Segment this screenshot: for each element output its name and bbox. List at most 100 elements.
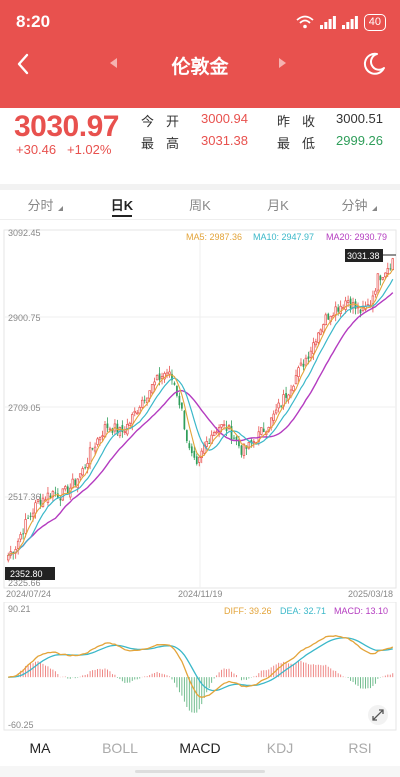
- expand-icon[interactable]: [368, 705, 388, 725]
- tab-kdj[interactable]: KDJ: [266, 740, 294, 756]
- tab-label: 分钟: [341, 198, 368, 213]
- ma5-line: [7, 268, 394, 556]
- candle-body: [101, 435, 104, 438]
- candle-body: [359, 309, 362, 314]
- candle-body: [280, 405, 282, 407]
- candle-body: [56, 493, 59, 498]
- low-label: 最低: [277, 136, 328, 151]
- candle-body: [160, 375, 164, 379]
- page-title: 伦敦金: [171, 57, 229, 78]
- tab-ma[interactable]: MA: [29, 740, 51, 756]
- candle-body: [195, 456, 198, 464]
- candle-body: [200, 450, 203, 458]
- candle-body: [188, 443, 191, 449]
- status-icons: 40: [296, 13, 386, 31]
- open-value: 3000.94: [201, 111, 248, 126]
- candle-body: [233, 437, 235, 439]
- candle-body: [173, 382, 176, 385]
- tab-minute[interactable]: 分钟: [333, 195, 385, 214]
- candle-body: [304, 357, 308, 366]
- candle-body: [64, 486, 67, 490]
- legend-diff: DIFF: 39.26: [224, 606, 272, 616]
- candle-body: [309, 350, 313, 358]
- candle-body: [27, 517, 29, 519]
- candle-body: [171, 373, 173, 381]
- battery-indicator: 40: [363, 13, 386, 31]
- candle-body: [361, 306, 365, 311]
- tab-daily-k[interactable]: 日K: [100, 195, 144, 214]
- tab-boll[interactable]: BOLL: [102, 740, 138, 756]
- candle-body: [230, 426, 233, 440]
- active-tab-underline: [112, 215, 132, 217]
- legend-ma20: MA20: 2930.79: [326, 232, 387, 242]
- legend-ma10: MA10: 2947.97: [253, 232, 314, 242]
- candle-body: [59, 498, 62, 501]
- macd-chart[interactable]: 90.21 -60.25 DIFF: 39.26 DEA: 32.71 MACD…: [0, 602, 400, 732]
- y-tick-label: 2517.36: [8, 492, 41, 502]
- candle-body: [133, 410, 136, 414]
- candle-body: [51, 491, 55, 498]
- macd-histogram: [10, 660, 394, 713]
- candle-body: [153, 381, 156, 386]
- candle-body: [252, 441, 256, 443]
- chevron-left-icon[interactable]: [10, 50, 38, 78]
- candle-body: [46, 492, 50, 503]
- candle-body: [93, 446, 97, 452]
- candle-body: [386, 268, 390, 274]
- triangle-left-icon[interactable]: [108, 57, 118, 69]
- dea-line: [8, 637, 393, 692]
- tab-monthly-k[interactable]: 月K: [256, 195, 300, 214]
- diff-line: [8, 635, 394, 698]
- candle-body: [220, 424, 223, 428]
- kline-chart[interactable]: MA5: 2987.36 MA10: 2947.97 MA20: 2930.79…: [0, 222, 400, 602]
- candle-body: [312, 342, 315, 354]
- candle-body: [178, 395, 181, 406]
- triangle-right-icon[interactable]: [278, 57, 288, 69]
- candle-body: [168, 371, 171, 375]
- candle-body: [96, 438, 99, 445]
- price-change-percent: +1.02%: [67, 142, 112, 157]
- candle-body: [29, 515, 32, 517]
- candle-body: [185, 430, 188, 442]
- candle-body: [374, 290, 377, 295]
- candle-body: [205, 441, 208, 447]
- candle-body: [319, 329, 323, 335]
- candle-body: [334, 306, 337, 316]
- candle-body: [78, 473, 82, 478]
- candle-body: [274, 409, 278, 414]
- tab-intraday[interactable]: 分时: [20, 195, 70, 214]
- candle-body: [376, 273, 380, 291]
- tab-label: 分时: [27, 198, 54, 213]
- candle-body: [277, 402, 280, 409]
- period-tabs: 分时 日K 周K 月K 分钟: [0, 190, 400, 220]
- candle-body: [379, 275, 382, 281]
- candle-body: [108, 428, 112, 431]
- candle-body: [208, 443, 211, 445]
- tab-rsi[interactable]: RSI: [348, 740, 372, 756]
- candle-body: [292, 385, 295, 391]
- moon-icon[interactable]: [360, 50, 388, 78]
- candle-body: [297, 367, 300, 377]
- candle-body: [143, 399, 146, 401]
- candle-body: [190, 446, 193, 454]
- candle-body: [181, 402, 183, 409]
- candle-body: [349, 298, 352, 309]
- app-header: 8:20 40 伦敦金: [0, 0, 400, 108]
- candle-body: [324, 314, 327, 326]
- candle-body: [242, 443, 246, 456]
- candle-body: [391, 258, 394, 271]
- candle-body: [346, 300, 350, 303]
- candle-body: [54, 492, 57, 494]
- candle-body: [240, 445, 243, 455]
- candle-body: [39, 499, 42, 505]
- candle-body: [260, 427, 263, 435]
- tab-weekly-k[interactable]: 周K: [178, 195, 222, 214]
- candle-body: [250, 439, 253, 444]
- candle-body: [235, 436, 238, 441]
- candle-body: [7, 555, 10, 561]
- candle-body: [22, 533, 24, 535]
- tab-macd[interactable]: MACD: [179, 740, 221, 756]
- high-value: 3031.38: [201, 133, 248, 148]
- candle-body: [344, 300, 347, 310]
- candle-body: [86, 463, 89, 468]
